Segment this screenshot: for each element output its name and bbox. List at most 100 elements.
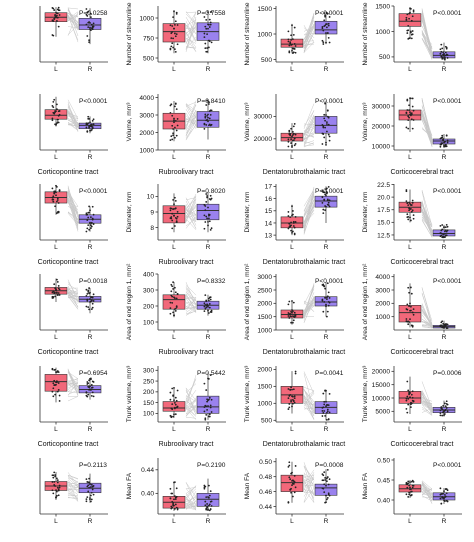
box-right	[197, 396, 219, 413]
data-point	[322, 412, 324, 414]
data-point	[174, 127, 176, 129]
data-point	[292, 322, 294, 324]
data-point	[329, 136, 331, 138]
paired-lines	[304, 372, 314, 420]
data-point	[87, 484, 89, 486]
data-point	[293, 225, 295, 227]
data-point	[413, 485, 415, 487]
data-point	[57, 482, 59, 484]
data-point	[52, 477, 54, 479]
data-point	[206, 197, 208, 199]
data-point	[288, 476, 290, 478]
data-point	[171, 220, 173, 222]
data-point	[442, 139, 444, 141]
data-point	[440, 412, 442, 414]
data-point	[325, 485, 327, 487]
data-point	[289, 315, 291, 317]
data-point	[440, 53, 442, 55]
data-point	[446, 403, 448, 405]
data-point	[88, 478, 90, 480]
p-value-label: P=0.2190	[197, 462, 226, 469]
box-left	[163, 402, 185, 412]
data-point	[406, 202, 408, 204]
data-point	[172, 281, 174, 283]
data-point	[86, 127, 88, 129]
paired-lines	[186, 11, 196, 51]
data-point	[90, 29, 92, 31]
data-point	[408, 117, 410, 119]
data-point	[57, 487, 59, 489]
data-point	[407, 481, 409, 483]
data-point	[447, 411, 449, 413]
data-point	[445, 235, 447, 237]
data-point	[409, 488, 411, 490]
data-point	[176, 108, 178, 110]
data-point	[290, 386, 292, 388]
data-point	[173, 119, 175, 121]
data-point	[173, 215, 175, 217]
data-point	[210, 195, 212, 197]
data-point	[210, 114, 212, 116]
data-point	[52, 369, 54, 371]
data-point	[52, 118, 54, 120]
data-point	[86, 396, 88, 398]
data-point	[409, 481, 411, 483]
data-point	[206, 218, 208, 220]
data-point	[89, 388, 91, 390]
data-point	[204, 310, 206, 312]
p-value-label: P=0.8020	[197, 188, 226, 195]
data-point	[441, 135, 443, 137]
data-point	[407, 287, 409, 289]
y-tick-label: 8	[150, 225, 154, 232]
data-point	[210, 229, 212, 231]
data-point	[447, 501, 449, 503]
data-point	[411, 324, 413, 326]
data-point	[171, 285, 173, 287]
data-point	[292, 315, 294, 317]
data-point	[210, 490, 212, 492]
data-point	[176, 218, 178, 220]
data-point	[406, 412, 408, 414]
data-point	[211, 411, 213, 413]
data-point	[292, 134, 294, 136]
data-point	[204, 205, 206, 207]
data-point	[327, 469, 329, 471]
data-point	[411, 112, 413, 114]
data-point	[289, 43, 291, 45]
data-point	[293, 139, 295, 141]
data-point	[86, 500, 88, 502]
data-point	[88, 308, 90, 310]
data-point	[322, 196, 324, 198]
data-point	[406, 109, 408, 111]
data-point	[412, 312, 414, 314]
data-point	[88, 127, 90, 129]
data-point	[93, 22, 95, 24]
y-axis-label: Volume, mm³	[244, 102, 251, 142]
data-point	[412, 98, 414, 100]
data-point	[445, 51, 447, 53]
data-point	[411, 20, 413, 22]
data-point	[204, 113, 206, 115]
data-point	[322, 202, 324, 204]
y-axis-label: Diameter, mm	[244, 191, 251, 233]
data-point	[412, 30, 414, 32]
data-point	[93, 214, 95, 216]
data-point	[58, 488, 60, 490]
data-point	[446, 54, 448, 56]
data-point	[440, 144, 442, 146]
data-point	[56, 381, 58, 383]
data-point	[207, 225, 209, 227]
y-tick-label: 16	[265, 196, 273, 203]
data-point	[413, 110, 415, 112]
data-point	[329, 297, 331, 299]
data-point	[92, 391, 94, 393]
data-point	[440, 503, 442, 505]
p-value-label: P<0.0001	[315, 10, 344, 17]
paired-line	[186, 12, 196, 13]
y-axis-label: Diameter, mm	[126, 191, 133, 233]
data-point	[288, 303, 290, 305]
data-point	[55, 110, 57, 112]
data-point	[291, 145, 293, 147]
data-point	[174, 287, 176, 289]
